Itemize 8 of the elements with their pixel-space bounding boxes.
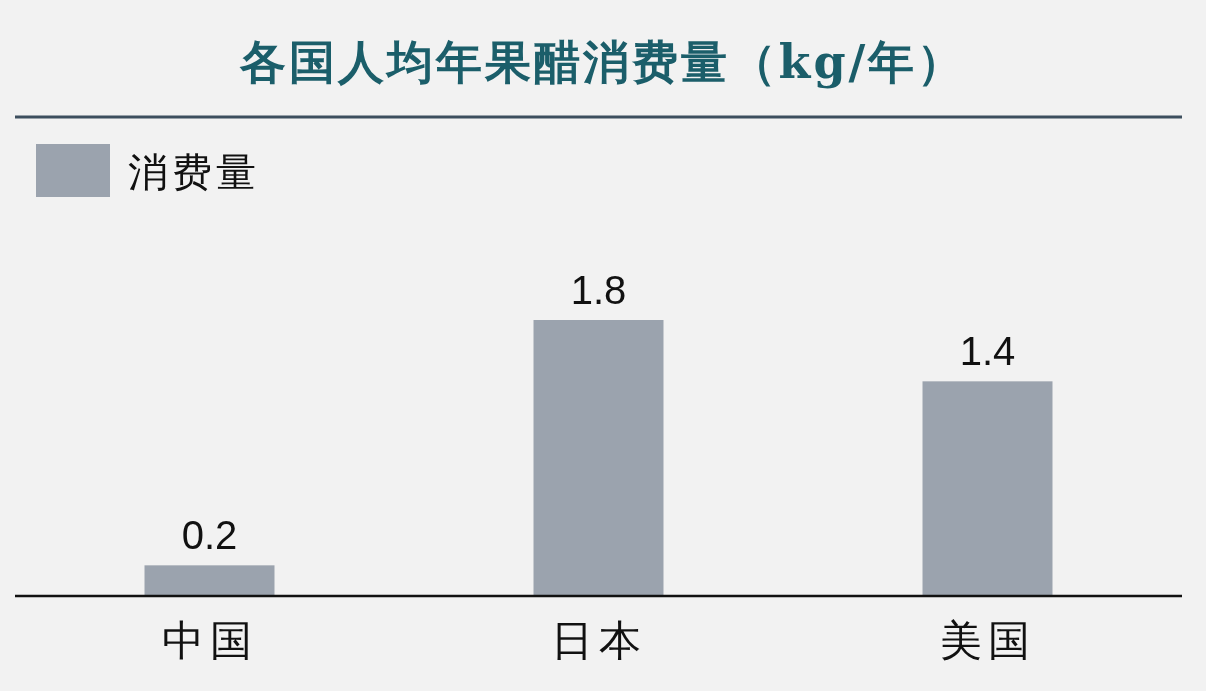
x-tick-label: 美国	[939, 616, 1036, 665]
x-tick-label: 日本	[550, 616, 647, 665]
data-label: 1.8	[570, 268, 627, 312]
x-tick-label: 中国	[161, 616, 258, 665]
data-label: 0.2	[181, 513, 238, 558]
legend-label: 消费量	[128, 149, 260, 195]
title: 各国人均年果醋消费量（kg/年）	[239, 35, 967, 89]
data-label: 1.4	[959, 329, 1016, 374]
